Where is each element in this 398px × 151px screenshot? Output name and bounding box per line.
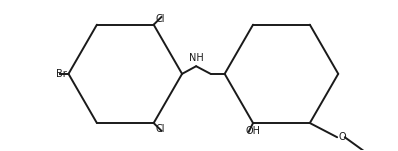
Text: O: O (338, 132, 346, 142)
Text: NH: NH (189, 53, 203, 63)
Text: Cl: Cl (156, 124, 165, 134)
Text: Cl: Cl (156, 14, 165, 24)
Text: OH: OH (246, 126, 261, 136)
Text: Br: Br (56, 69, 66, 79)
